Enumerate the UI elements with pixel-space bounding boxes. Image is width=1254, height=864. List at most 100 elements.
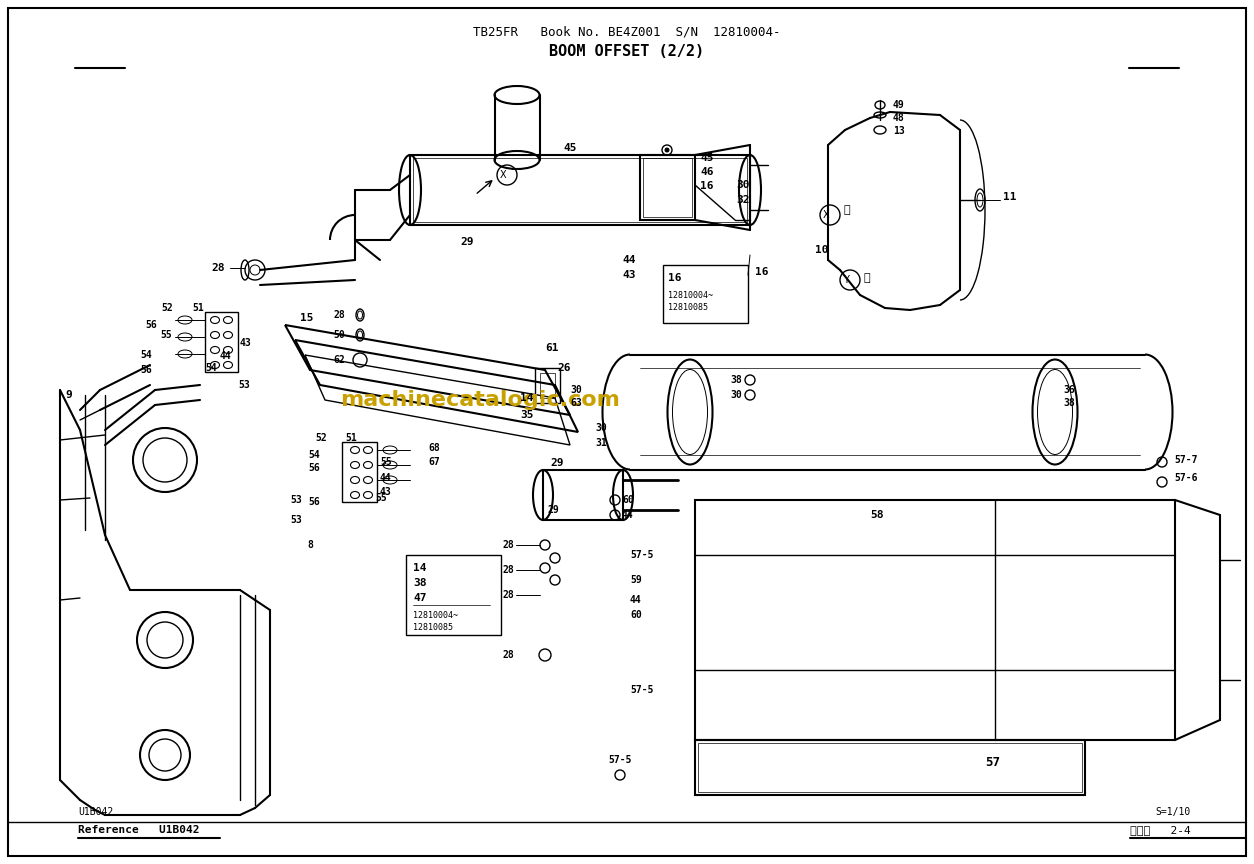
Text: 16: 16 [668, 273, 681, 283]
Text: 43: 43 [622, 270, 636, 280]
Text: 35: 35 [520, 410, 533, 420]
Text: 15: 15 [300, 313, 314, 323]
Text: 50: 50 [334, 330, 345, 340]
Text: 47: 47 [413, 593, 426, 603]
Text: 32: 32 [736, 195, 750, 205]
Text: 30: 30 [736, 180, 750, 190]
Text: 60: 60 [622, 495, 633, 505]
Text: U1B042: U1B042 [78, 807, 113, 817]
Text: Ⓨ: Ⓨ [863, 273, 869, 283]
Text: 43: 43 [380, 487, 391, 497]
Text: 57-5: 57-5 [630, 550, 653, 560]
Text: 48: 48 [893, 113, 904, 123]
Bar [543, 470, 623, 520]
Text: 56: 56 [308, 497, 320, 507]
Text: 11: 11 [1003, 192, 1017, 202]
Text: 44: 44 [380, 473, 391, 483]
Text: 56: 56 [145, 320, 157, 330]
Bar [643, 158, 692, 217]
Bar [695, 500, 1175, 740]
Text: 38: 38 [1063, 398, 1075, 408]
Text: 54: 54 [204, 363, 217, 373]
Text: 44: 44 [622, 510, 633, 520]
Text: 52: 52 [161, 303, 173, 313]
Text: 36: 36 [1063, 385, 1075, 395]
Text: 29: 29 [551, 458, 563, 468]
Text: 44: 44 [630, 595, 642, 605]
Text: machinecatalogic.com: machinecatalogic.com [340, 390, 619, 410]
Text: 68: 68 [428, 443, 440, 453]
Text: 28: 28 [503, 590, 514, 600]
Text: 12810004~: 12810004~ [413, 611, 458, 619]
Text: 26: 26 [557, 363, 571, 373]
Text: 52: 52 [315, 433, 327, 443]
Text: 51: 51 [345, 433, 356, 443]
Text: 28: 28 [503, 565, 514, 575]
Text: 30: 30 [571, 385, 582, 395]
Text: 43: 43 [240, 338, 252, 348]
Text: 14: 14 [413, 563, 426, 573]
Text: 12810085: 12810085 [413, 624, 453, 632]
Text: 55: 55 [380, 457, 391, 467]
Text: 30: 30 [594, 423, 607, 433]
Text: 16: 16 [755, 267, 769, 277]
Text: 28: 28 [503, 540, 514, 550]
Text: S=1/10: S=1/10 [1155, 807, 1190, 817]
Text: 63: 63 [571, 398, 582, 408]
Text: X: X [499, 170, 507, 180]
Circle shape [665, 148, 668, 152]
Text: Y: Y [843, 275, 849, 285]
Text: 44: 44 [622, 255, 636, 265]
Text: 56: 56 [308, 463, 320, 473]
Text: 38: 38 [730, 375, 742, 385]
Text: TB25FR   Book No. BE4Z001  S/N  12810004-: TB25FR Book No. BE4Z001 S/N 12810004- [473, 26, 781, 39]
Text: Reference   U1B042: Reference U1B042 [78, 825, 199, 835]
Bar [695, 740, 1085, 795]
Text: 9: 9 [65, 390, 71, 400]
Text: 57-5: 57-5 [608, 755, 632, 765]
Text: 67: 67 [428, 457, 440, 467]
Text: 28: 28 [334, 310, 345, 320]
Bar [413, 158, 747, 222]
Text: 51: 51 [192, 303, 203, 313]
Text: 29: 29 [460, 237, 474, 247]
Text: 62: 62 [334, 355, 345, 365]
Text: 53: 53 [290, 515, 302, 525]
Bar [698, 743, 1082, 792]
Text: X: X [823, 210, 829, 220]
Text: 57: 57 [984, 755, 999, 768]
Text: 57-5: 57-5 [630, 685, 653, 695]
Text: 12810004~: 12810004~ [668, 290, 714, 300]
Text: ページ   2-4: ページ 2-4 [1130, 825, 1191, 835]
Text: 46: 46 [700, 167, 714, 177]
Text: 29: 29 [547, 505, 559, 515]
Bar [406, 555, 502, 635]
Text: 45: 45 [700, 153, 714, 163]
Text: 61: 61 [545, 343, 558, 353]
Text: 28: 28 [503, 650, 514, 660]
Text: 38: 38 [413, 578, 426, 588]
Text: 54: 54 [308, 450, 320, 460]
Bar [410, 155, 750, 225]
Text: 55: 55 [161, 330, 172, 340]
Text: 45: 45 [563, 143, 577, 153]
Bar [204, 312, 238, 372]
Bar [540, 373, 556, 398]
Text: 10: 10 [815, 245, 829, 255]
Bar [663, 265, 747, 323]
Text: 44: 44 [219, 351, 232, 361]
Text: 57-6: 57-6 [1174, 473, 1198, 483]
Text: 54: 54 [140, 350, 152, 360]
Text: 28: 28 [212, 263, 224, 273]
Text: 53: 53 [290, 495, 302, 505]
Text: Ⓧ: Ⓧ [843, 205, 850, 215]
Text: 55: 55 [375, 493, 386, 503]
Bar [535, 368, 561, 403]
Text: 14: 14 [520, 393, 533, 403]
Text: 31: 31 [594, 438, 607, 448]
Text: 30: 30 [730, 390, 742, 400]
Text: 53: 53 [238, 380, 250, 390]
Text: 16: 16 [700, 181, 714, 191]
Text: 49: 49 [893, 100, 904, 110]
Text: 56: 56 [140, 365, 152, 375]
